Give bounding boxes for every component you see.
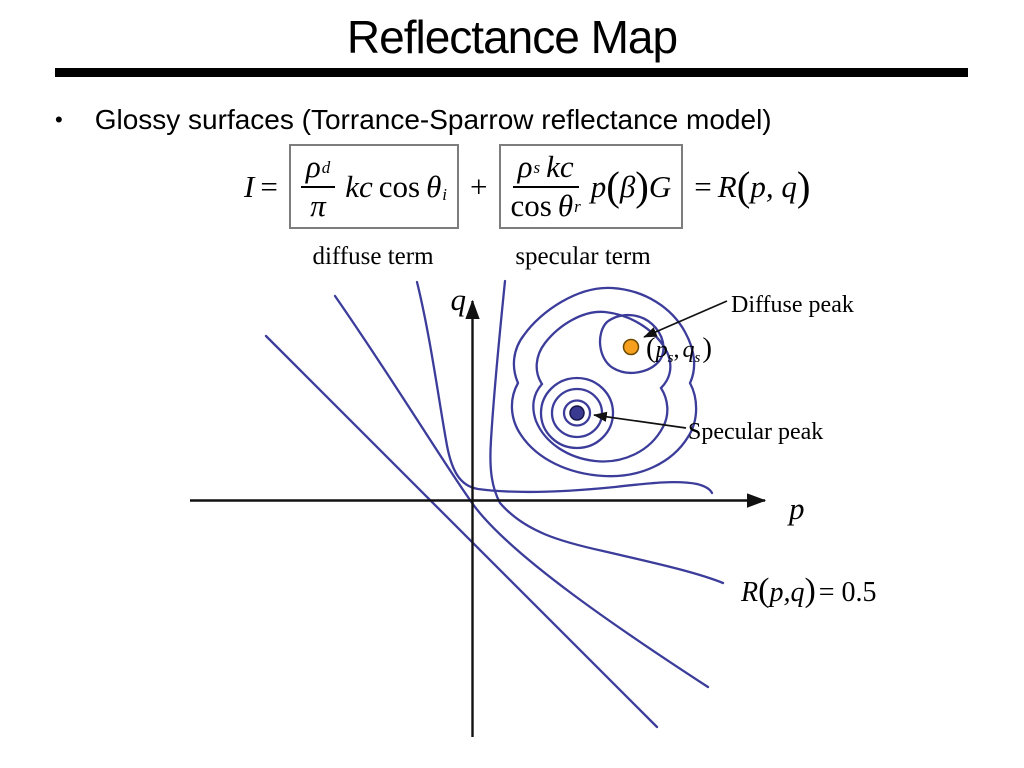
eq-equals: = — [260, 168, 278, 204]
contour-diagonal-1 — [264, 334, 659, 729]
bullet-row: • Glossy surfaces (Torrance-Sparrow refl… — [55, 102, 772, 138]
kc-coef-2: kc — [546, 149, 574, 184]
rlabel-lparen: ( — [758, 572, 769, 609]
cos-fn-2: cos — [510, 187, 552, 223]
source-direction-label: (ps, qs) — [646, 332, 712, 366]
contour-outer-peanut — [510, 286, 698, 478]
coords-q: q — [683, 337, 695, 363]
coords-comma: , — [674, 337, 680, 363]
specular-peak-arrow — [593, 411, 687, 429]
diffuse-peak-arrow — [643, 300, 728, 338]
contour-wrap-below-blob — [415, 280, 714, 495]
q-axis-label: q — [451, 282, 467, 317]
contour-inner-peanut — [532, 310, 672, 463]
specular-peak-label: Specular peak — [688, 419, 823, 445]
theta-i-sub: i — [442, 184, 448, 204]
contour-lines — [264, 279, 725, 729]
bullet-text: Glossy surfaces (Torrance-Sparrow reflec… — [94, 104, 772, 135]
p-axis-label: p — [787, 491, 805, 526]
coords-p-sub: s — [668, 350, 674, 366]
geom-G: G — [648, 168, 672, 204]
rho-s: ρ — [517, 149, 533, 184]
diffuse-peak-dot — [622, 338, 640, 356]
R-args: p, q — [750, 168, 797, 204]
eq-equals-2: = — [694, 168, 712, 204]
theta-r-sub: r — [574, 196, 581, 216]
R-fn: R — [717, 168, 737, 204]
diffuse-term-label: diffuse term — [312, 243, 434, 270]
page-title: Reflectance Map — [346, 11, 678, 63]
rlabel-rparen: ) — [804, 572, 815, 609]
coords-lparen: ( — [646, 332, 656, 364]
eq-lhs: I — [244, 168, 255, 204]
p-dist: p — [590, 168, 607, 204]
specular-term-box: ρ s kc cos θ r p ( β ) G — [498, 144, 684, 230]
pi: π — [310, 187, 326, 223]
eq-plus: + — [470, 168, 488, 204]
specular-peak-dot — [569, 405, 585, 421]
contour-r05 — [489, 279, 725, 585]
coords-p: p — [654, 337, 668, 363]
annotation-arrows — [593, 300, 728, 429]
rlabel-fn: R — [740, 577, 758, 608]
beta: β — [619, 168, 636, 204]
bullet-icon: • — [55, 107, 63, 132]
diffuse-peak-label: Diffuse peak — [731, 292, 854, 318]
cos-fn: cos — [378, 168, 421, 204]
contour-diffuse-loop — [598, 313, 665, 374]
rlabel-args: p,q — [767, 577, 804, 608]
coords-q-sub: s — [695, 350, 701, 366]
rlabel-value: = 0.5 — [819, 577, 877, 608]
rho-s-sub: s — [533, 158, 541, 177]
axes — [190, 299, 767, 737]
theta-i: θ — [426, 168, 442, 204]
specular-term-label: specular term — [515, 243, 651, 270]
contour-value-label: R(p,q) = 0.5 — [740, 572, 877, 609]
kc-coef: kc — [345, 168, 373, 204]
rho-d: ρ — [305, 149, 321, 184]
specular-fraction: ρ s kc cos θ r — [510, 149, 581, 223]
contour-ring-3 — [539, 376, 615, 450]
theta-r: θ — [557, 187, 574, 223]
contour-ring-1 — [562, 399, 592, 427]
rho-d-sub: d — [321, 158, 331, 177]
title-underline — [55, 68, 968, 77]
coords-rparen: ) — [702, 332, 712, 364]
